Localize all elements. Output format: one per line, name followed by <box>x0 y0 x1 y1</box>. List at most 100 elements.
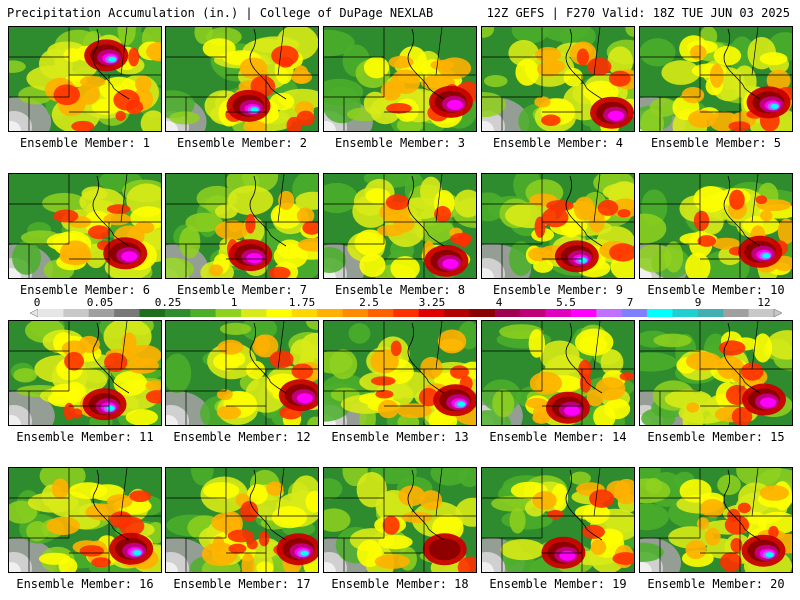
colorbar-swatch <box>393 309 420 317</box>
colorbar-swatch <box>164 309 191 317</box>
colorbar-swatch <box>418 309 445 317</box>
ensemble-member-label: Ensemble Member: 8 <box>334 283 466 297</box>
precip-field <box>640 27 792 131</box>
ensemble-member-map <box>481 173 635 279</box>
colorbar-swatch <box>570 309 597 317</box>
ensemble-member-map <box>165 467 319 573</box>
colorbar-tick-label: 2.5 <box>359 296 379 309</box>
ensemble-member-label: Ensemble Member: 4 <box>492 136 624 150</box>
ensemble-member-label: Ensemble Member: 16 <box>16 577 154 591</box>
colorbar-swatch <box>621 309 648 317</box>
ensemble-member-map <box>8 467 162 573</box>
ensemble-member-map <box>639 467 793 573</box>
ensemble-member-map <box>481 467 635 573</box>
colorbar-tick-label: 9 <box>694 296 702 309</box>
chart-title: Precipitation Accumulation (in.) | Colle… <box>7 6 434 20</box>
colorbar-swatch <box>367 309 394 317</box>
ensemble-member-label: Ensemble Member: 11 <box>16 430 154 444</box>
ensemble-member-label: Ensemble Member: 13 <box>331 430 469 444</box>
colorbar-tick-label: 4 <box>495 296 503 309</box>
ensemble-member-map <box>165 173 319 279</box>
colorbar-swatch <box>444 309 470 317</box>
colorbar-swatch <box>215 309 242 317</box>
ensemble-member-label: Ensemble Member: 7 <box>176 283 308 297</box>
ensemble-member-label: Ensemble Member: 20 <box>647 577 785 591</box>
ensemble-member-map <box>165 26 319 132</box>
colorbar-swatch <box>494 309 521 317</box>
colorbar-swatch <box>63 309 90 317</box>
colorbar-tick-label: 0.05 <box>86 296 114 309</box>
ensemble-member-label: Ensemble Member: 10 <box>647 283 785 297</box>
precip-field <box>324 321 476 425</box>
precip-field <box>640 468 792 572</box>
precip-field <box>482 468 634 572</box>
colorbar-swatch <box>596 309 623 317</box>
precip-field <box>9 174 161 278</box>
ensemble-member-label: Ensemble Member: 2 <box>176 136 308 150</box>
colorbar-swatch <box>697 309 724 317</box>
colorbar-labels: 0 0.05 0.25 1 1.75 2.5 3.25 4 5.5 7 9 12 <box>0 296 800 309</box>
ensemble-member-label: Ensemble Member: 17 <box>173 577 311 591</box>
precip-field <box>166 468 318 572</box>
precip-field <box>324 27 476 131</box>
colorbar-swatch <box>317 309 344 317</box>
colorbar-tick-label: 3.25 <box>418 296 446 309</box>
precip-field <box>324 174 476 278</box>
colorbar-right-arrow <box>773 309 782 317</box>
ensemble-member-map <box>639 173 793 279</box>
precip-field <box>9 27 161 131</box>
precip-field <box>640 174 792 278</box>
colorbar-swatch <box>88 309 115 317</box>
precip-field <box>482 27 634 131</box>
colorbar-swatch <box>266 309 293 317</box>
colorbar-swatch <box>545 309 572 317</box>
colorbar-swatch <box>647 309 673 317</box>
ensemble-member-label: Ensemble Member: 14 <box>489 430 627 444</box>
precip-field <box>166 27 318 131</box>
ensemble-member-map <box>323 26 477 132</box>
colorbar-swatch <box>114 309 141 317</box>
colorbar-tick-label: 5.5 <box>556 296 576 309</box>
colorbar-tick-label: 0.25 <box>154 296 182 309</box>
ensemble-member-label: Ensemble Member: 15 <box>647 430 785 444</box>
precip-field <box>324 468 476 572</box>
colorbar-tick-label: 0 <box>33 296 41 309</box>
colorbar-tick-label: 7 <box>626 296 634 309</box>
colorbar-swatch <box>139 309 166 317</box>
ensemble-member-map <box>8 26 162 132</box>
ensemble-member-label: Ensemble Member: 5 <box>650 136 782 150</box>
precip-field <box>482 321 634 425</box>
colorbar-tick-label: 12 <box>757 296 771 309</box>
colorbar-swatch <box>241 309 267 317</box>
precip-field <box>9 468 161 572</box>
colorbar-swatch <box>469 309 496 317</box>
ensemble-member-map <box>8 173 162 279</box>
precip-field <box>640 321 792 425</box>
ensemble-member-label: Ensemble Member: 6 <box>19 283 151 297</box>
ensemble-member-map <box>639 320 793 426</box>
colorbar-swatch <box>520 309 547 317</box>
precip-field <box>166 174 318 278</box>
model-run-info: 12Z GEFS | F270 Valid: 18Z TUE JUN 03 20… <box>486 6 790 20</box>
ensemble-member-label: Ensemble Member: 19 <box>489 577 627 591</box>
ensemble-member-map <box>481 320 635 426</box>
colorbar-swatch <box>291 309 318 317</box>
colorbar-swatch <box>342 309 369 317</box>
ensemble-member-label: Ensemble Member: 12 <box>173 430 311 444</box>
colorbar-tick-label: 1 <box>230 296 238 309</box>
colorbar <box>30 309 782 317</box>
ensemble-member-map <box>639 26 793 132</box>
ensemble-member-label: Ensemble Member: 1 <box>19 136 151 150</box>
ensemble-member-label: Ensemble Member: 9 <box>492 283 624 297</box>
precip-field <box>482 174 634 278</box>
precip-field <box>9 321 161 425</box>
colorbar-swatch <box>38 309 64 317</box>
precip-field <box>166 321 318 425</box>
colorbar-swatch <box>723 309 750 317</box>
colorbar-swatch <box>748 309 775 317</box>
colorbar-tick-label: 1.75 <box>288 296 316 309</box>
colorbar-swatch <box>672 309 699 317</box>
ensemble-member-map <box>323 467 477 573</box>
colorbar-swatch <box>190 309 217 317</box>
ensemble-member-map <box>165 320 319 426</box>
